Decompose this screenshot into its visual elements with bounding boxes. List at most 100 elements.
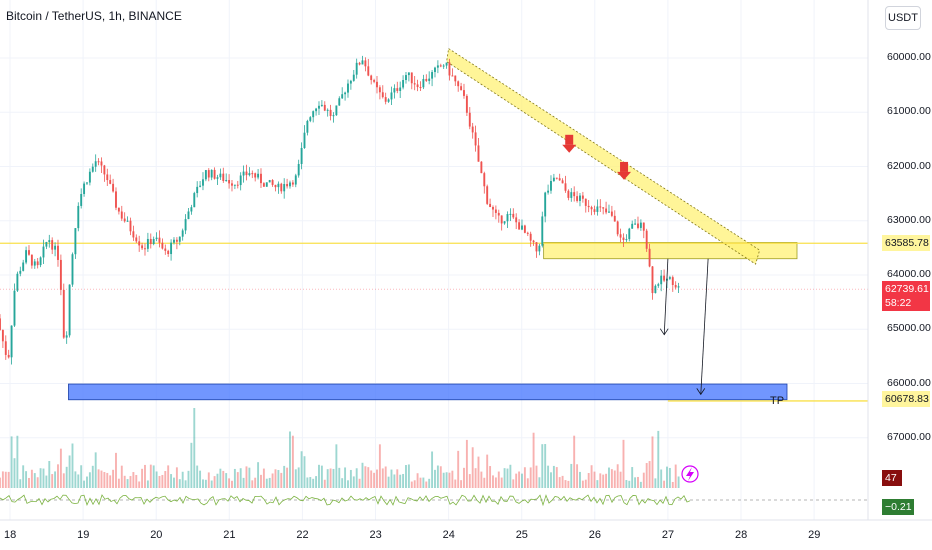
candle <box>254 172 257 182</box>
volume-bar <box>257 462 260 488</box>
candle-body <box>518 222 521 230</box>
volume-bar <box>262 468 265 488</box>
candle-body <box>439 65 442 67</box>
volume-bar <box>268 477 271 488</box>
volume-bar <box>471 447 474 488</box>
candle <box>283 178 286 199</box>
candle <box>199 180 202 188</box>
candle-body <box>225 180 228 182</box>
candle <box>483 171 486 194</box>
candle <box>416 79 419 92</box>
candle <box>547 184 550 195</box>
candle-body <box>364 60 367 67</box>
candle <box>445 62 448 69</box>
candlesticks <box>0 55 680 365</box>
candle <box>500 215 503 231</box>
candle <box>80 188 83 209</box>
candle <box>590 205 593 216</box>
candle-body <box>451 75 454 77</box>
candle-body <box>448 62 451 76</box>
candle <box>410 72 413 90</box>
candle-body <box>445 62 448 66</box>
volume-bar <box>460 480 463 488</box>
volume-bar <box>436 465 439 488</box>
candle-body <box>457 81 460 87</box>
volume-bar <box>593 471 596 488</box>
volume-bar <box>222 470 225 488</box>
candle <box>123 212 126 223</box>
candle-body <box>509 213 512 215</box>
candle <box>175 237 178 250</box>
candle <box>349 79 352 90</box>
candle-body <box>561 180 564 184</box>
candle-body <box>329 109 332 117</box>
volume-bar <box>613 470 616 488</box>
candle-body <box>471 126 474 133</box>
candle-body <box>239 175 242 186</box>
candle <box>581 191 584 203</box>
volume-bar <box>503 468 506 488</box>
volume-bar <box>323 479 326 488</box>
candle <box>497 209 500 223</box>
candle-body <box>297 163 300 176</box>
candle <box>361 55 364 65</box>
currency-button[interactable]: USDT <box>885 6 921 30</box>
candle-body <box>19 270 22 274</box>
projection-arrow <box>700 258 709 395</box>
candle-body <box>579 195 581 201</box>
volume-bar <box>570 463 573 488</box>
volume-bar <box>413 480 416 488</box>
symbol-title[interactable]: Bitcoin / TetherUS, 1h, BINANCE <box>6 9 182 23</box>
candle <box>425 74 428 82</box>
volume-bar <box>579 471 581 488</box>
candle <box>668 275 671 281</box>
candle-body <box>268 180 271 183</box>
volume-bar <box>62 473 65 488</box>
candle <box>135 234 138 244</box>
candle-body <box>480 161 483 174</box>
candle <box>245 164 248 181</box>
candle <box>376 76 378 94</box>
candle <box>271 179 274 187</box>
candle-body <box>213 169 216 179</box>
candle-body <box>164 248 167 251</box>
current-price-tag: 62739.61 <box>882 281 930 297</box>
candle-body <box>173 239 175 243</box>
candle-body <box>103 165 106 175</box>
volume-bar <box>631 467 634 488</box>
price-axis-label: 63000.00 <box>887 213 931 226</box>
volume-bar <box>541 444 544 488</box>
volume-bar <box>451 470 454 488</box>
downtrend-channel <box>446 47 761 265</box>
volume-bar <box>506 468 509 488</box>
candle <box>602 207 605 215</box>
candle-body <box>120 211 123 219</box>
candle-body <box>199 185 202 187</box>
candle-body <box>233 184 236 186</box>
candle-body <box>393 88 396 93</box>
candle-body <box>280 183 283 192</box>
volume-bar <box>396 469 399 488</box>
candle-body <box>668 277 671 279</box>
candle-body <box>639 222 642 228</box>
candle-body <box>654 285 657 294</box>
candle <box>541 211 544 248</box>
candle-body <box>645 230 648 249</box>
volume-bar <box>463 467 465 488</box>
candle-body <box>465 95 468 113</box>
volume-bar <box>558 477 561 488</box>
candle-body <box>419 87 422 89</box>
candle-body <box>187 211 190 220</box>
candle-body <box>152 239 155 245</box>
volume-bar <box>529 467 532 488</box>
candle-body <box>657 284 660 286</box>
candle <box>367 58 370 77</box>
candle <box>474 125 477 152</box>
candle <box>28 245 30 256</box>
volume-bar <box>370 470 373 488</box>
candle <box>492 205 494 217</box>
volume-bar <box>550 472 552 488</box>
candle <box>434 66 436 78</box>
volume-bar <box>335 444 338 488</box>
